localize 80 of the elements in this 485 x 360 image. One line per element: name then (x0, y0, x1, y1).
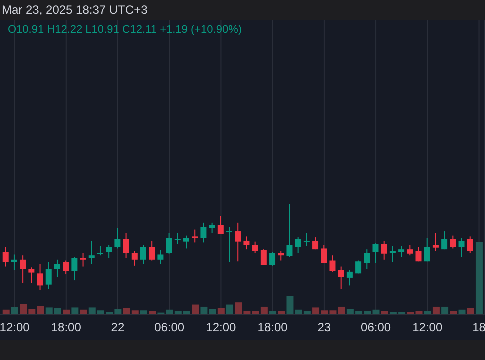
candlestick (37, 264, 44, 290)
candlestick (80, 252, 86, 268)
bar (476, 242, 483, 315)
bar (37, 306, 44, 315)
x-tick-label: 23 (318, 320, 332, 335)
candlestick (372, 243, 379, 264)
candlestick (381, 240, 388, 260)
candlestick (338, 266, 344, 290)
candlestick (312, 237, 319, 250)
x-tick-label: 06:00 (154, 320, 185, 335)
candlestick (252, 241, 258, 254)
candlestick (209, 222, 216, 234)
candlestick (106, 244, 112, 259)
candlestick (321, 244, 328, 264)
x-tick-label: 22 (111, 320, 125, 335)
candlestick (278, 250, 284, 262)
candlestick (88, 240, 95, 265)
x-tick-label: 18:00 (258, 320, 288, 335)
candlestick (270, 252, 276, 266)
candlestick (398, 246, 405, 258)
candlestick (226, 226, 233, 263)
candlestick (2, 246, 9, 268)
candlestick (97, 246, 104, 256)
candlestick (244, 236, 250, 250)
bar (218, 308, 225, 315)
candlestick (356, 260, 362, 274)
text: O10.91 H12.22 L10.91 C12.11 +1.19 (+10.90%) (8, 24, 242, 36)
candlestick (72, 256, 78, 282)
bar (467, 308, 474, 315)
candlestick (286, 204, 293, 258)
candlestick (260, 249, 267, 266)
candlestick (166, 232, 172, 254)
candlestick (140, 244, 146, 265)
candlestick (467, 236, 474, 254)
candlestick (174, 232, 181, 245)
x-tick-label: 12:00 (0, 320, 30, 335)
candlestick (28, 267, 35, 284)
bar (200, 306, 208, 315)
bar (209, 309, 216, 315)
x-tick-label: 12:00 (412, 320, 443, 335)
bar (192, 304, 200, 315)
candlestick (46, 262, 52, 290)
candlestick (364, 249, 370, 270)
candlestick (149, 240, 156, 262)
candlestick (330, 255, 336, 272)
candlestick (450, 235, 456, 250)
bar (72, 308, 79, 315)
x-tick-label: 06:00 (361, 320, 392, 335)
candlestick (20, 255, 26, 284)
candlestick (184, 235, 190, 250)
candlestick (114, 228, 121, 250)
bar (442, 306, 449, 315)
candlestick (416, 246, 422, 262)
candlestick (11, 254, 18, 271)
candlestick (192, 229, 198, 244)
x-tick-label: 12:00 (206, 320, 237, 335)
candlestick (54, 259, 60, 278)
candlestick (132, 250, 138, 266)
candlestick (407, 244, 414, 256)
bar (286, 296, 294, 315)
candlestick (424, 238, 430, 262)
bar (11, 306, 18, 315)
candlestick (295, 237, 302, 254)
candlestick (235, 222, 242, 262)
bar (140, 310, 148, 315)
candlestick (458, 238, 465, 258)
chart-title: Mar 23, 2025 18:37 UTC+3 (2, 3, 148, 17)
bar (338, 306, 346, 315)
candlestick (200, 222, 207, 244)
candlestick (304, 232, 310, 247)
x-tick-label: 18:00 (51, 320, 82, 335)
candlestick (123, 232, 130, 259)
candlestick (63, 260, 70, 276)
candlestick (432, 232, 439, 252)
bar (432, 306, 440, 315)
bar (226, 304, 234, 315)
candlestick (158, 250, 164, 265)
candlestick (218, 216, 224, 235)
candlestick (346, 270, 353, 286)
candlestick (442, 231, 448, 250)
